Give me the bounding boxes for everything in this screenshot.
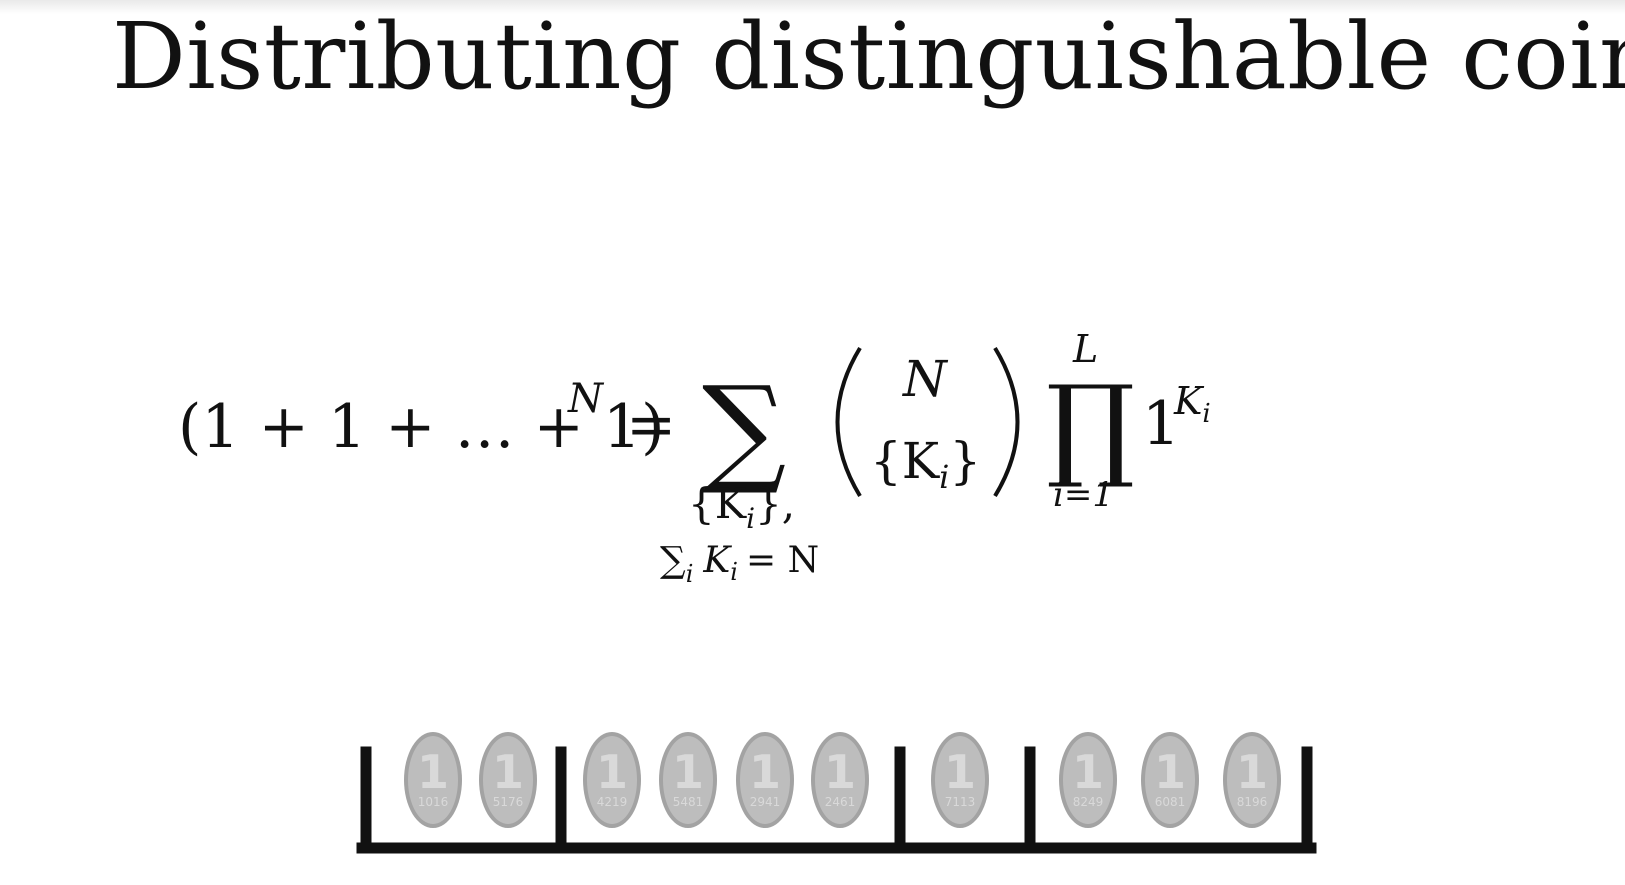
top-shading [0, 0, 1625, 14]
coin-serial: 8196 [1237, 795, 1268, 809]
sum-subscript-constraint: K ∑iKi= N [660, 540, 819, 588]
product-lower-limit: i=1 [1053, 475, 1114, 515]
lhs-expression: (1 + 1 + … + 1) [178, 392, 665, 462]
coin-serial: 1016 [418, 795, 449, 809]
coin-value: 1 [1072, 745, 1104, 799]
coin-face [740, 736, 790, 824]
term-exponent: Ki [1173, 379, 1211, 429]
coin-value: 1 [944, 745, 976, 799]
term-base: 1 [1142, 389, 1180, 459]
coin-face [408, 736, 458, 824]
slide-title: Distributing distinguishable coins [112, 3, 1625, 110]
coin-face [1063, 736, 1113, 824]
coin-value: 1 [1236, 745, 1268, 799]
product-upper-limit: L [1072, 327, 1098, 371]
product-symbol: ∏ [1046, 362, 1135, 492]
coin-value: 1 [824, 745, 856, 799]
coin-face [815, 736, 865, 824]
coin-face [1145, 736, 1195, 824]
coin-value: 1 [417, 745, 449, 799]
coin-value: 1 [1154, 745, 1186, 799]
lhs-exponent: N [567, 376, 605, 422]
coin-value: 1 [672, 745, 704, 799]
coin-face [1227, 736, 1277, 824]
coin-value: 1 [492, 745, 524, 799]
binomial-bottom: {Ki} [870, 432, 981, 496]
coin-serial: 2461 [825, 795, 856, 809]
coin-face [663, 736, 713, 824]
binomial-top: N [902, 350, 949, 408]
coin-serial: 7113 [945, 795, 976, 809]
coin-value: 1 [749, 745, 781, 799]
coin-value: 1 [596, 745, 628, 799]
equals-sign: = [626, 390, 676, 460]
coin-serial: 4219 [597, 795, 628, 809]
coin-face [587, 736, 637, 824]
binomial-right-paren [993, 346, 1020, 498]
coin-serial: 5481 [673, 795, 704, 809]
coin-serial: 6081 [1155, 795, 1186, 809]
binomial-left-paren [835, 346, 862, 498]
coin-serial: 5176 [493, 795, 524, 809]
sum-subscript-set: {Ki}, [688, 479, 795, 535]
coin-face [483, 736, 533, 824]
summation-symbol: ∑ [702, 360, 786, 498]
coin-serial: 8249 [1073, 795, 1104, 809]
coin-face [935, 736, 985, 824]
coin-serial: 2941 [750, 795, 781, 809]
